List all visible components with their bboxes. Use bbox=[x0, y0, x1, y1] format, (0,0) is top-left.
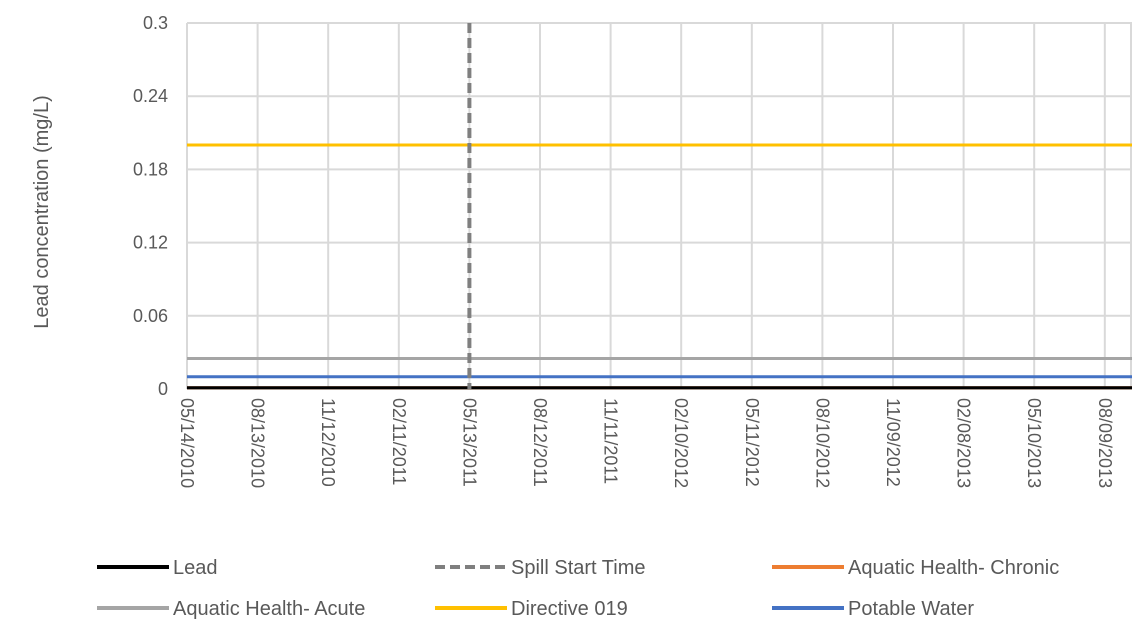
x-tick-label: 02/11/2011 bbox=[389, 398, 409, 485]
legend-label-spill-start-time: Spill Start Time bbox=[511, 557, 645, 579]
y-axis-ticks: 0 0.06 0.12 0.18 0.24 0.3 bbox=[133, 13, 168, 399]
legend-label-potable-water: Potable Water bbox=[848, 598, 974, 620]
x-axis-ticks: 05/14/2010 08/13/2010 11/12/2010 02/11/2011… bbox=[177, 398, 1115, 488]
legend-label-directive-019: Directive 019 bbox=[511, 598, 628, 620]
x-tick-label: 08/13/2010 bbox=[248, 398, 268, 488]
legend-label-aquatic-health-acute: Aquatic Health- Acute bbox=[173, 598, 365, 620]
y-tick-label: 0.06 bbox=[133, 306, 168, 326]
x-tick-label: 08/10/2012 bbox=[812, 398, 832, 488]
x-tick-label: 05/13/2011 bbox=[459, 398, 479, 487]
x-tick-label: 11/09/2012 bbox=[883, 398, 903, 487]
x-tick-label: 11/12/2010 bbox=[318, 398, 338, 487]
y-tick-label: 0.12 bbox=[133, 233, 168, 253]
x-tick-label: 05/10/2013 bbox=[1024, 398, 1044, 488]
x-tick-label: 02/08/2013 bbox=[954, 398, 974, 488]
x-tick-label: 08/12/2011 bbox=[530, 398, 550, 487]
x-tick-label: 11/11/2011 bbox=[601, 398, 621, 484]
grid-lines bbox=[186, 22, 1132, 390]
x-tick-label: 05/11/2012 bbox=[742, 398, 762, 487]
x-tick-label: 08/09/2013 bbox=[1095, 398, 1115, 488]
y-tick-label: 0 bbox=[158, 379, 168, 399]
legend: Lead Spill Start Time Aquatic Health- Chro… bbox=[97, 557, 1059, 620]
legend-label-aquatic-health-chronic: Aquatic Health- Chronic bbox=[848, 557, 1059, 579]
series-lines bbox=[187, 23, 1132, 390]
x-tick-label: 05/14/2010 bbox=[177, 398, 197, 488]
y-tick-label: 0.24 bbox=[133, 86, 168, 106]
y-tick-label: 0.18 bbox=[133, 159, 168, 179]
legend-label-lead: Lead bbox=[173, 557, 218, 579]
x-tick-label: 02/10/2012 bbox=[671, 398, 691, 488]
y-tick-label: 0.3 bbox=[143, 13, 168, 33]
y-axis-label: Lead concentration (mg/L) bbox=[31, 95, 53, 328]
